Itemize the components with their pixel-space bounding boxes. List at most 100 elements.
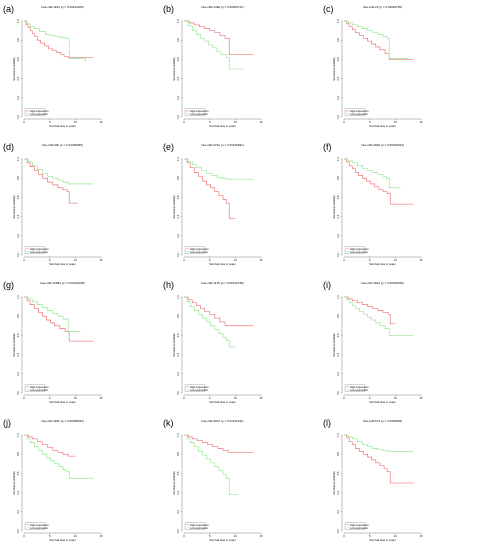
x-axis-label: Survival time in years (209, 538, 236, 542)
x-tick-label: 5 (369, 258, 371, 262)
x-tick-label: 0 (343, 396, 345, 400)
y-tick-label: 0.8 (16, 452, 20, 456)
panel-label: (e) (163, 142, 174, 152)
y-tick-label: 0.6 (176, 57, 180, 61)
y-tick-label: 1.0 (16, 19, 20, 23)
km-plot: hsa-miR-3607 (p = 0.02211331) 0.0 0.2 0.4 0.… (172, 419, 263, 542)
km-plot: hsa-miR-22 (p = 0.02629756) 0.0 0.2 0.4 0.6 0… (332, 5, 423, 128)
km-panel: (a) hsa-miR-1181 (p = 0.03344484) 0.0 0.2 0.… (3, 2, 163, 139)
y-tick-label: 0.2 (336, 371, 340, 375)
x-tick-label: 15 (260, 534, 263, 538)
x-tick-label: 5 (49, 534, 51, 538)
y-tick-label: 0.6 (336, 333, 340, 337)
y-tick-label: 0.0 (176, 253, 180, 257)
legend-box (24, 384, 46, 392)
legend-label: High expression (350, 109, 369, 113)
high-expression-curve (344, 20, 414, 60)
y-axis-label: Survival probability (172, 471, 176, 495)
y-tick-label: 0.8 (336, 314, 340, 318)
x-tick-label: 0 (23, 534, 25, 538)
x-tick-label: 10 (74, 396, 77, 400)
km-panel: (l) hsa-miR-573 (p = 0.0339956) 0.0 0.2 0.4 0… (323, 416, 482, 553)
high-expression-curve (24, 296, 94, 342)
km-panel: (j) hsa-miR-181b (p = 0.00038493) 0.0 0.2 0.… (3, 416, 163, 553)
y-tick-label: 0.4 (16, 214, 20, 218)
legend-label: High expression (190, 247, 209, 251)
low-expression-curve (344, 296, 414, 336)
panel-label: (b) (163, 4, 174, 14)
y-tick-label: 0.0 (16, 115, 20, 119)
plot-title: hsa-miR-22 (p = 0.02629756) (363, 5, 402, 9)
x-axis-label: Survival time in years (369, 400, 396, 404)
x-axis-label: Survival time in years (49, 538, 76, 542)
plot-title: hsa-miR-374a (p = 0.01915291) (201, 143, 244, 147)
legend-label: Low expression (350, 112, 369, 116)
y-tick-label: 0.6 (16, 471, 20, 475)
y-axis-label: Survival probability (12, 57, 16, 81)
y-axis-label: Survival probability (332, 57, 336, 81)
y-tick-label: 0.0 (336, 529, 340, 533)
x-tick-label: 10 (74, 120, 77, 124)
high-expression-curve (344, 296, 396, 325)
y-tick-label: 0.6 (176, 195, 180, 199)
panel-label: (i) (323, 280, 331, 290)
km-plot: hsa-miR-1181 (p = 0.03344484) 0.0 0.2 0.4 0.… (12, 5, 103, 128)
x-tick-label: 5 (209, 396, 211, 400)
y-tick-label: 1.0 (176, 157, 180, 161)
panel-label: (k) (163, 418, 174, 428)
x-tick-label: 15 (420, 258, 423, 262)
legend-label: High expression (350, 523, 369, 527)
x-tick-label: 15 (420, 120, 423, 124)
legend-label: High expression (350, 247, 369, 251)
y-tick-label: 0.4 (336, 352, 340, 356)
y-axis-label: Survival probability (332, 195, 336, 219)
legend-label: Low expression (190, 250, 209, 254)
x-tick-label: 15 (420, 534, 423, 538)
x-tick-label: 5 (369, 534, 371, 538)
y-tick-label: 0.8 (176, 176, 180, 180)
high-expression-curve (184, 158, 236, 219)
x-axis-label: Survival time in years (369, 262, 396, 266)
x-tick-label: 10 (234, 396, 237, 400)
legend-label: High expression (190, 385, 209, 389)
x-tick-label: 10 (74, 534, 77, 538)
legend-box (344, 522, 366, 530)
legend-box (184, 522, 206, 530)
km-panel: (g) hsa-miR-1268a (p = 0.02162038) 0.0 0.2 0… (3, 278, 163, 415)
x-tick-label: 10 (394, 258, 397, 262)
x-tick-label: 10 (394, 534, 397, 538)
y-tick-label: 1.0 (336, 295, 340, 299)
x-axis-label: Survival time in years (369, 124, 396, 128)
y-tick-label: 0.8 (176, 314, 180, 318)
km-panel: (e) hsa-miR-374a (p = 0.01915291) 0.0 0.2 0.… (163, 140, 323, 277)
low-expression-curve (184, 158, 254, 180)
x-tick-label: 15 (100, 258, 103, 262)
panel-label: (j) (3, 418, 11, 428)
x-tick-label: 15 (260, 120, 263, 124)
y-tick-label: 0.2 (336, 233, 340, 237)
legend-label: Low expression (30, 250, 49, 254)
y-tick-label: 0.6 (176, 471, 180, 475)
y-tick-label: 0.8 (336, 452, 340, 456)
x-tick-label: 10 (234, 258, 237, 262)
low-expression-curve (184, 296, 236, 348)
x-tick-label: 5 (209, 258, 211, 262)
low-expression-curve (344, 158, 401, 189)
legend-label: Low expression (350, 388, 369, 392)
low-expression-curve (184, 20, 244, 70)
y-tick-label: 0.6 (16, 195, 20, 199)
y-tick-label: 0.6 (336, 195, 340, 199)
y-tick-label: 1.0 (336, 19, 340, 23)
y-tick-label: 0.2 (16, 233, 20, 237)
y-tick-label: 0.2 (16, 509, 20, 513)
x-tick-label: 5 (49, 120, 51, 124)
y-tick-label: 0.0 (16, 391, 20, 395)
km-panel: (b) hsa-miR-148a (p = 0.00360741) 0.0 0.2 0.… (163, 2, 323, 139)
legend-box (184, 246, 206, 254)
low-expression-curve (344, 20, 409, 60)
plot-title: hsa-miR-92b (p = 0.01339665) (42, 143, 83, 147)
x-tick-label: 15 (100, 534, 103, 538)
x-tick-label: 15 (100, 396, 103, 400)
y-axis-label: Survival probability (332, 471, 336, 495)
plot-title: hsa-miR-1179 (p = 0.00133748) (201, 281, 243, 285)
